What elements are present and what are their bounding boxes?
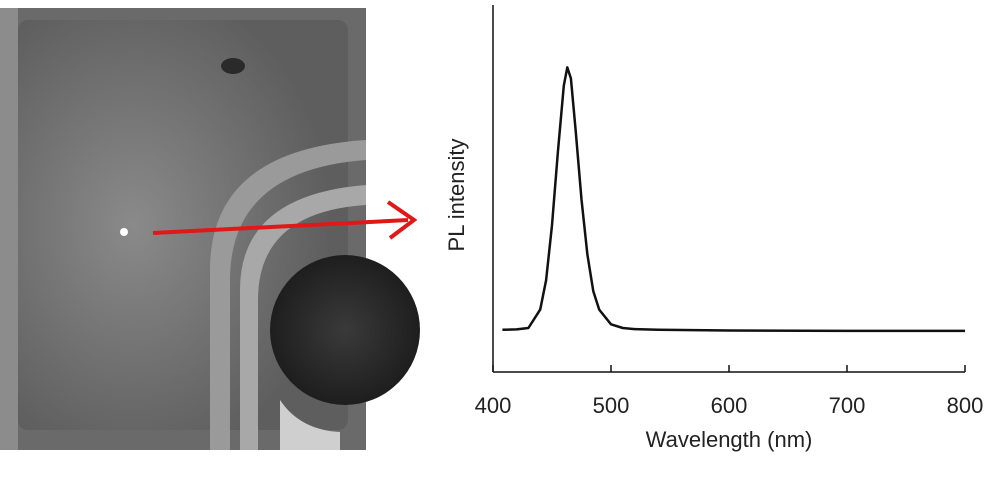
x-axis-label: Wavelength (nm) <box>646 427 813 452</box>
micrograph <box>0 8 420 450</box>
x-tick-label: 600 <box>711 393 748 418</box>
line-series <box>502 66 965 333</box>
x-tick-label: 800 <box>947 393 984 418</box>
x-tick-label: 700 <box>829 393 866 418</box>
y-axis-label: PL intensity <box>444 139 469 252</box>
x-tick-label: 500 <box>593 393 630 418</box>
plot: Wavelength (nm) PL intensity 400 500 600 70… <box>444 5 983 452</box>
x-tick-label: 400 <box>475 393 512 418</box>
